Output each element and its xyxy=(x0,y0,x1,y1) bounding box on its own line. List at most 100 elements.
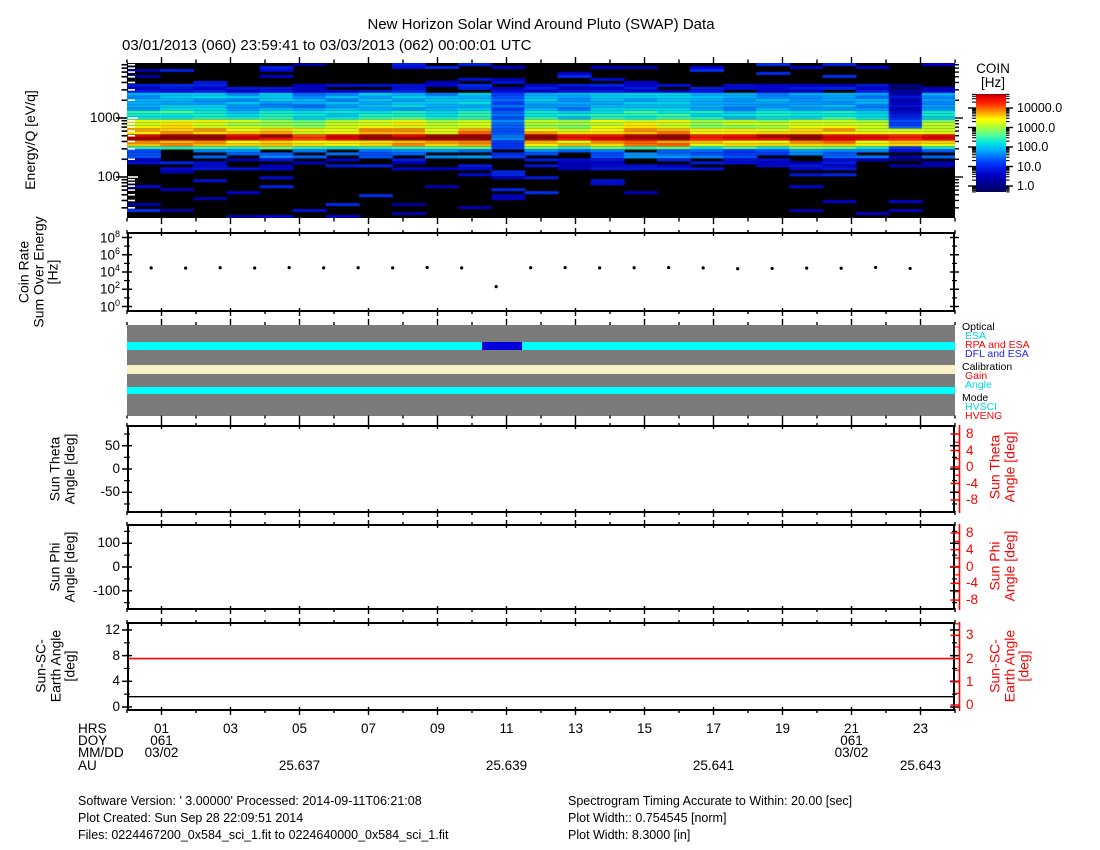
right-tick-label: 8 xyxy=(966,524,974,540)
axis-label-line: Sun Phi xyxy=(986,541,1003,591)
sun-theta-right-axis-label: Sun Theta Angle [deg] xyxy=(986,431,1018,503)
xaxis-au-label: 25.637 xyxy=(278,758,321,773)
axis-label-line: [Hz] xyxy=(44,259,61,285)
exponent: 2 xyxy=(114,280,120,291)
axis-label-line: Angle [deg] xyxy=(1001,530,1017,602)
coin-rate-tick-label: 104 xyxy=(99,263,120,280)
sun-sc-earth-axis-label: Sun-SC- Earth Angle [deg] xyxy=(32,629,78,703)
axis-label-line: Earth Angle xyxy=(46,629,63,703)
footer-software-version: Software Version: ' 3.00000' Processed: … xyxy=(78,794,422,808)
status-bar-optical-esa-band xyxy=(127,342,955,350)
sun-phi-right-axis-label: Sun Phi Angle [deg] xyxy=(986,530,1018,602)
exponent: 0 xyxy=(114,297,120,308)
sun-phi-panel xyxy=(127,524,955,610)
status-bar-calibration-band xyxy=(127,365,955,374)
status-bar-mode-hvsci-band xyxy=(127,386,955,394)
ytick-label: 0 xyxy=(112,559,120,574)
axis-label-line: [deg] xyxy=(61,650,78,682)
xaxis-hrs-label: 07 xyxy=(360,721,377,736)
coin-rate-tick-label: 100 xyxy=(99,297,120,315)
xaxis-hrs-label: 13 xyxy=(567,721,584,736)
footer-files: Files: 0224467200_0x584_sci_1.fit to 022… xyxy=(78,828,449,842)
xaxis-row-label-doy: DOY xyxy=(78,733,108,748)
xaxis-hrs-label: 09 xyxy=(429,721,446,736)
page-title: New Horizon Solar Wind Around Pluto (SWA… xyxy=(367,16,715,33)
legend-item-label: DFL and ESA xyxy=(965,348,1029,360)
exponent: 4 xyxy=(114,263,120,273)
status-bar-spacer-2 xyxy=(127,349,955,365)
axis-label-line: Sun Theta xyxy=(986,434,1003,500)
energy-tick-label: 100 xyxy=(97,169,120,184)
colorbar-title-line2: [Hz] xyxy=(980,75,1005,90)
sun-sc-earth-panel xyxy=(127,622,955,711)
plot-subtitle: 03/01/2013 (060) 23:59:41 to 03/03/2013 … xyxy=(122,37,532,54)
right-tick-label: -8 xyxy=(966,592,979,608)
xaxis-doy-label: 061 xyxy=(840,733,863,748)
ytick-label: 0 xyxy=(112,699,120,714)
coin-rate-tick-label: 102 xyxy=(99,280,120,297)
legend-item-label: ESA xyxy=(965,330,987,342)
coin-rate-tick-label: 108 xyxy=(99,228,120,246)
xaxis-mmdd-label: 03/02 xyxy=(144,745,179,760)
xaxis-hrs-label: 11 xyxy=(499,721,514,736)
status-bar-spacer-1 xyxy=(127,325,955,342)
colorbar-tick-label: 1000.0 xyxy=(1017,120,1056,135)
xaxis-hrs-label: 21 xyxy=(843,721,860,736)
right-tick-label: 0 xyxy=(966,697,974,712)
xaxis-au-label: 25.639 xyxy=(485,758,528,773)
energy-axis-label: Energy/Q [eV/q] xyxy=(21,90,38,190)
ytick-label: 12 xyxy=(104,621,120,637)
axis-label-line: [deg] xyxy=(1015,650,1032,682)
colorbar-tick-label: 10.0 xyxy=(1017,159,1042,174)
legend-group-label: Calibration xyxy=(962,361,1013,373)
colorbar-tick-label: 1.0 xyxy=(1017,179,1035,193)
legend-item-label: Angle xyxy=(965,379,992,391)
right-tick-label: 1 xyxy=(966,673,974,689)
sun-theta-panel xyxy=(127,425,955,513)
legend-group: Mode HVSCI HVENG xyxy=(962,392,1030,422)
xaxis-row-label-hrs: HRS xyxy=(78,721,107,736)
xaxis-row-label-au: AU xyxy=(78,758,97,773)
ytick-label: -50 xyxy=(100,484,120,500)
legend-group: Optical ESA RPA and ESA DFL and ESA xyxy=(962,322,1030,360)
xaxis-au-label: 25.643 xyxy=(899,758,942,773)
exponent: 6 xyxy=(114,245,120,256)
xaxis-hrs-label: 01 xyxy=(153,721,170,736)
coin-rate-axis-label: Coin Rate Sum Over Energy [Hz] xyxy=(15,216,61,328)
ytick-label: 0 xyxy=(112,461,120,476)
colorbar-gradient xyxy=(976,94,1006,192)
axis-label-line: Sun Theta xyxy=(46,436,63,502)
axis-label-line: Angle [deg] xyxy=(1001,431,1017,503)
xaxis-hrs-label: 23 xyxy=(912,721,929,736)
right-tick-label: -4 xyxy=(966,575,979,591)
xaxis-au-label: 25.641 xyxy=(692,758,735,773)
right-tick-label: 2 xyxy=(966,650,974,666)
xaxis-hrs-label: 17 xyxy=(705,721,722,736)
xaxis-hrs-label: 15 xyxy=(636,721,653,736)
xaxis-hrs-label: 05 xyxy=(291,721,308,736)
xaxis-hrs-label: 19 xyxy=(774,721,791,736)
legend-item-label: HVENG xyxy=(965,410,1003,422)
footer-plot-width-in: Plot Width: 8.3000 [in] xyxy=(568,828,691,842)
right-tick-label: 0 xyxy=(966,459,974,474)
colorbar-tick-label: 10000.0 xyxy=(1017,101,1063,115)
right-tick-label: 4 xyxy=(966,442,974,458)
axis-label-line: Sun-SC- xyxy=(32,639,49,693)
ytick-label: 8 xyxy=(112,647,120,663)
legend-group-label: Mode xyxy=(962,392,989,404)
axis-label-line: Sum Over Energy xyxy=(29,216,46,328)
status-legend: Optical ESA RPA and ESA DFL and ESA Calibrat… xyxy=(962,319,1030,422)
xaxis-hrs-label: 03 xyxy=(222,721,239,736)
right-tick-label: 4 xyxy=(966,541,974,557)
xaxis-mmdd-label: 03/02 xyxy=(834,745,869,760)
axis-label-line: Sun Phi xyxy=(46,542,63,592)
right-tick-label: -4 xyxy=(966,475,979,491)
axis-label-line: Earth Angle xyxy=(1000,629,1017,703)
ytick-label: 4 xyxy=(112,673,120,689)
right-tick-label: 0 xyxy=(966,558,974,574)
coin-rate-tick-label: 106 xyxy=(99,245,120,263)
colorbar-title-line1: COIN xyxy=(976,61,1010,76)
ytick-label: -100 xyxy=(92,582,120,598)
spectrogram-canvas xyxy=(127,63,955,218)
footer-plot-width-norm: Plot Width:: 0.754545 [norm] xyxy=(568,811,727,825)
